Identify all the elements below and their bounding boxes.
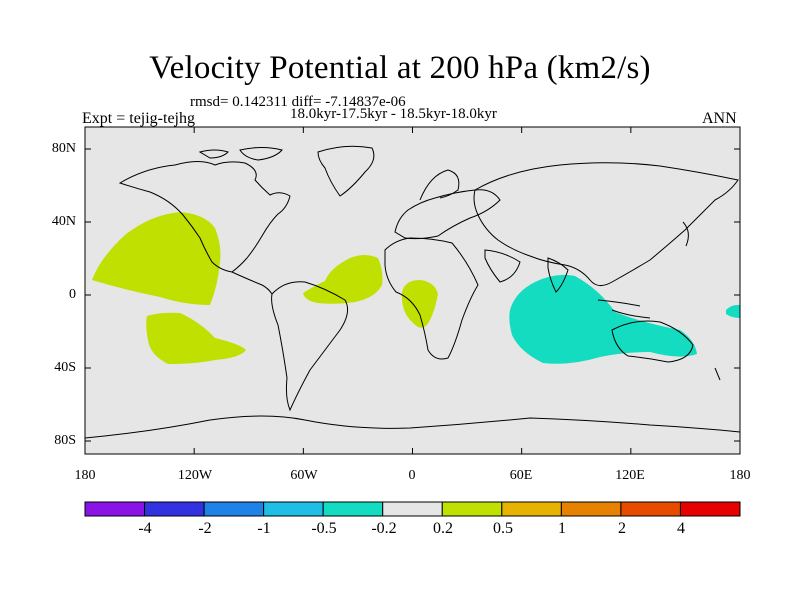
colorbar-swatch [679,501,741,517]
lon-label-60e: 60E [509,468,533,483]
stats-subtitle: rmsd= 0.142311 diff= -7.14837e-06 [190,94,406,110]
lat-label-80s: 80S [54,433,76,448]
lon-label-60w: 60W [290,468,318,483]
indian-ocean-negative-region [509,274,697,364]
lon-label-180e: 180 [729,468,751,483]
colorbar-label: 0.5 [493,520,513,537]
experiment-label: Expt = tejig-tejhg [82,110,195,127]
colorbar-swatch [441,501,503,517]
lat-label-eq: 0 [69,287,76,302]
coastlines [85,145,740,439]
colorbar-swatch [560,501,622,517]
lon-label-120e: 120E [615,468,645,483]
colorbar [84,501,741,517]
colorbar-label: -0.2 [371,520,397,537]
colorbar-label: -1 [257,520,271,537]
west-pacific-positive-region [726,304,740,318]
lon-label-0: 0 [408,468,416,483]
colorbar-label: 0.2 [433,520,453,537]
colorbar-label: 2 [618,520,626,537]
lon-label-120w: 120W [177,468,213,483]
colorbar-swatch [144,501,205,517]
lat-label-40n: 40N [51,214,76,229]
lat-label-40s: 40S [54,360,76,375]
colorbar-swatch [263,501,324,517]
map-title: Velocity Potential at 200 hPa (km2/s) [149,50,651,86]
gulf-of-guinea-positive-region [401,280,438,328]
colorbar-label: -0.5 [311,520,337,537]
colorbar-swatch [501,501,562,517]
colorbar-swatch [382,501,443,517]
colorbar-swatch [620,501,681,517]
period-subtitle: 18.0kyr-17.5kyr - 18.5kyr-18.0kyr [290,106,497,122]
colorbar-swatch [84,501,146,517]
colorbar-swatch [203,501,265,517]
colorbar-label: 1 [558,520,566,537]
season-label: ANN [702,110,737,127]
colorbar-label: 4 [677,520,685,537]
lat-label-80n: 80N [51,141,76,156]
lon-label-180w: 180 [74,468,96,483]
colorbar-label: -4 [138,520,152,537]
colorbar-swatch [322,501,384,517]
north-pacific-positive-region [92,212,221,305]
south-pacific-positive-region [146,312,246,364]
colorbar-label: -2 [198,520,212,537]
axis-ticks [84,127,741,454]
tropical-atlantic-negative-region [303,255,383,304]
